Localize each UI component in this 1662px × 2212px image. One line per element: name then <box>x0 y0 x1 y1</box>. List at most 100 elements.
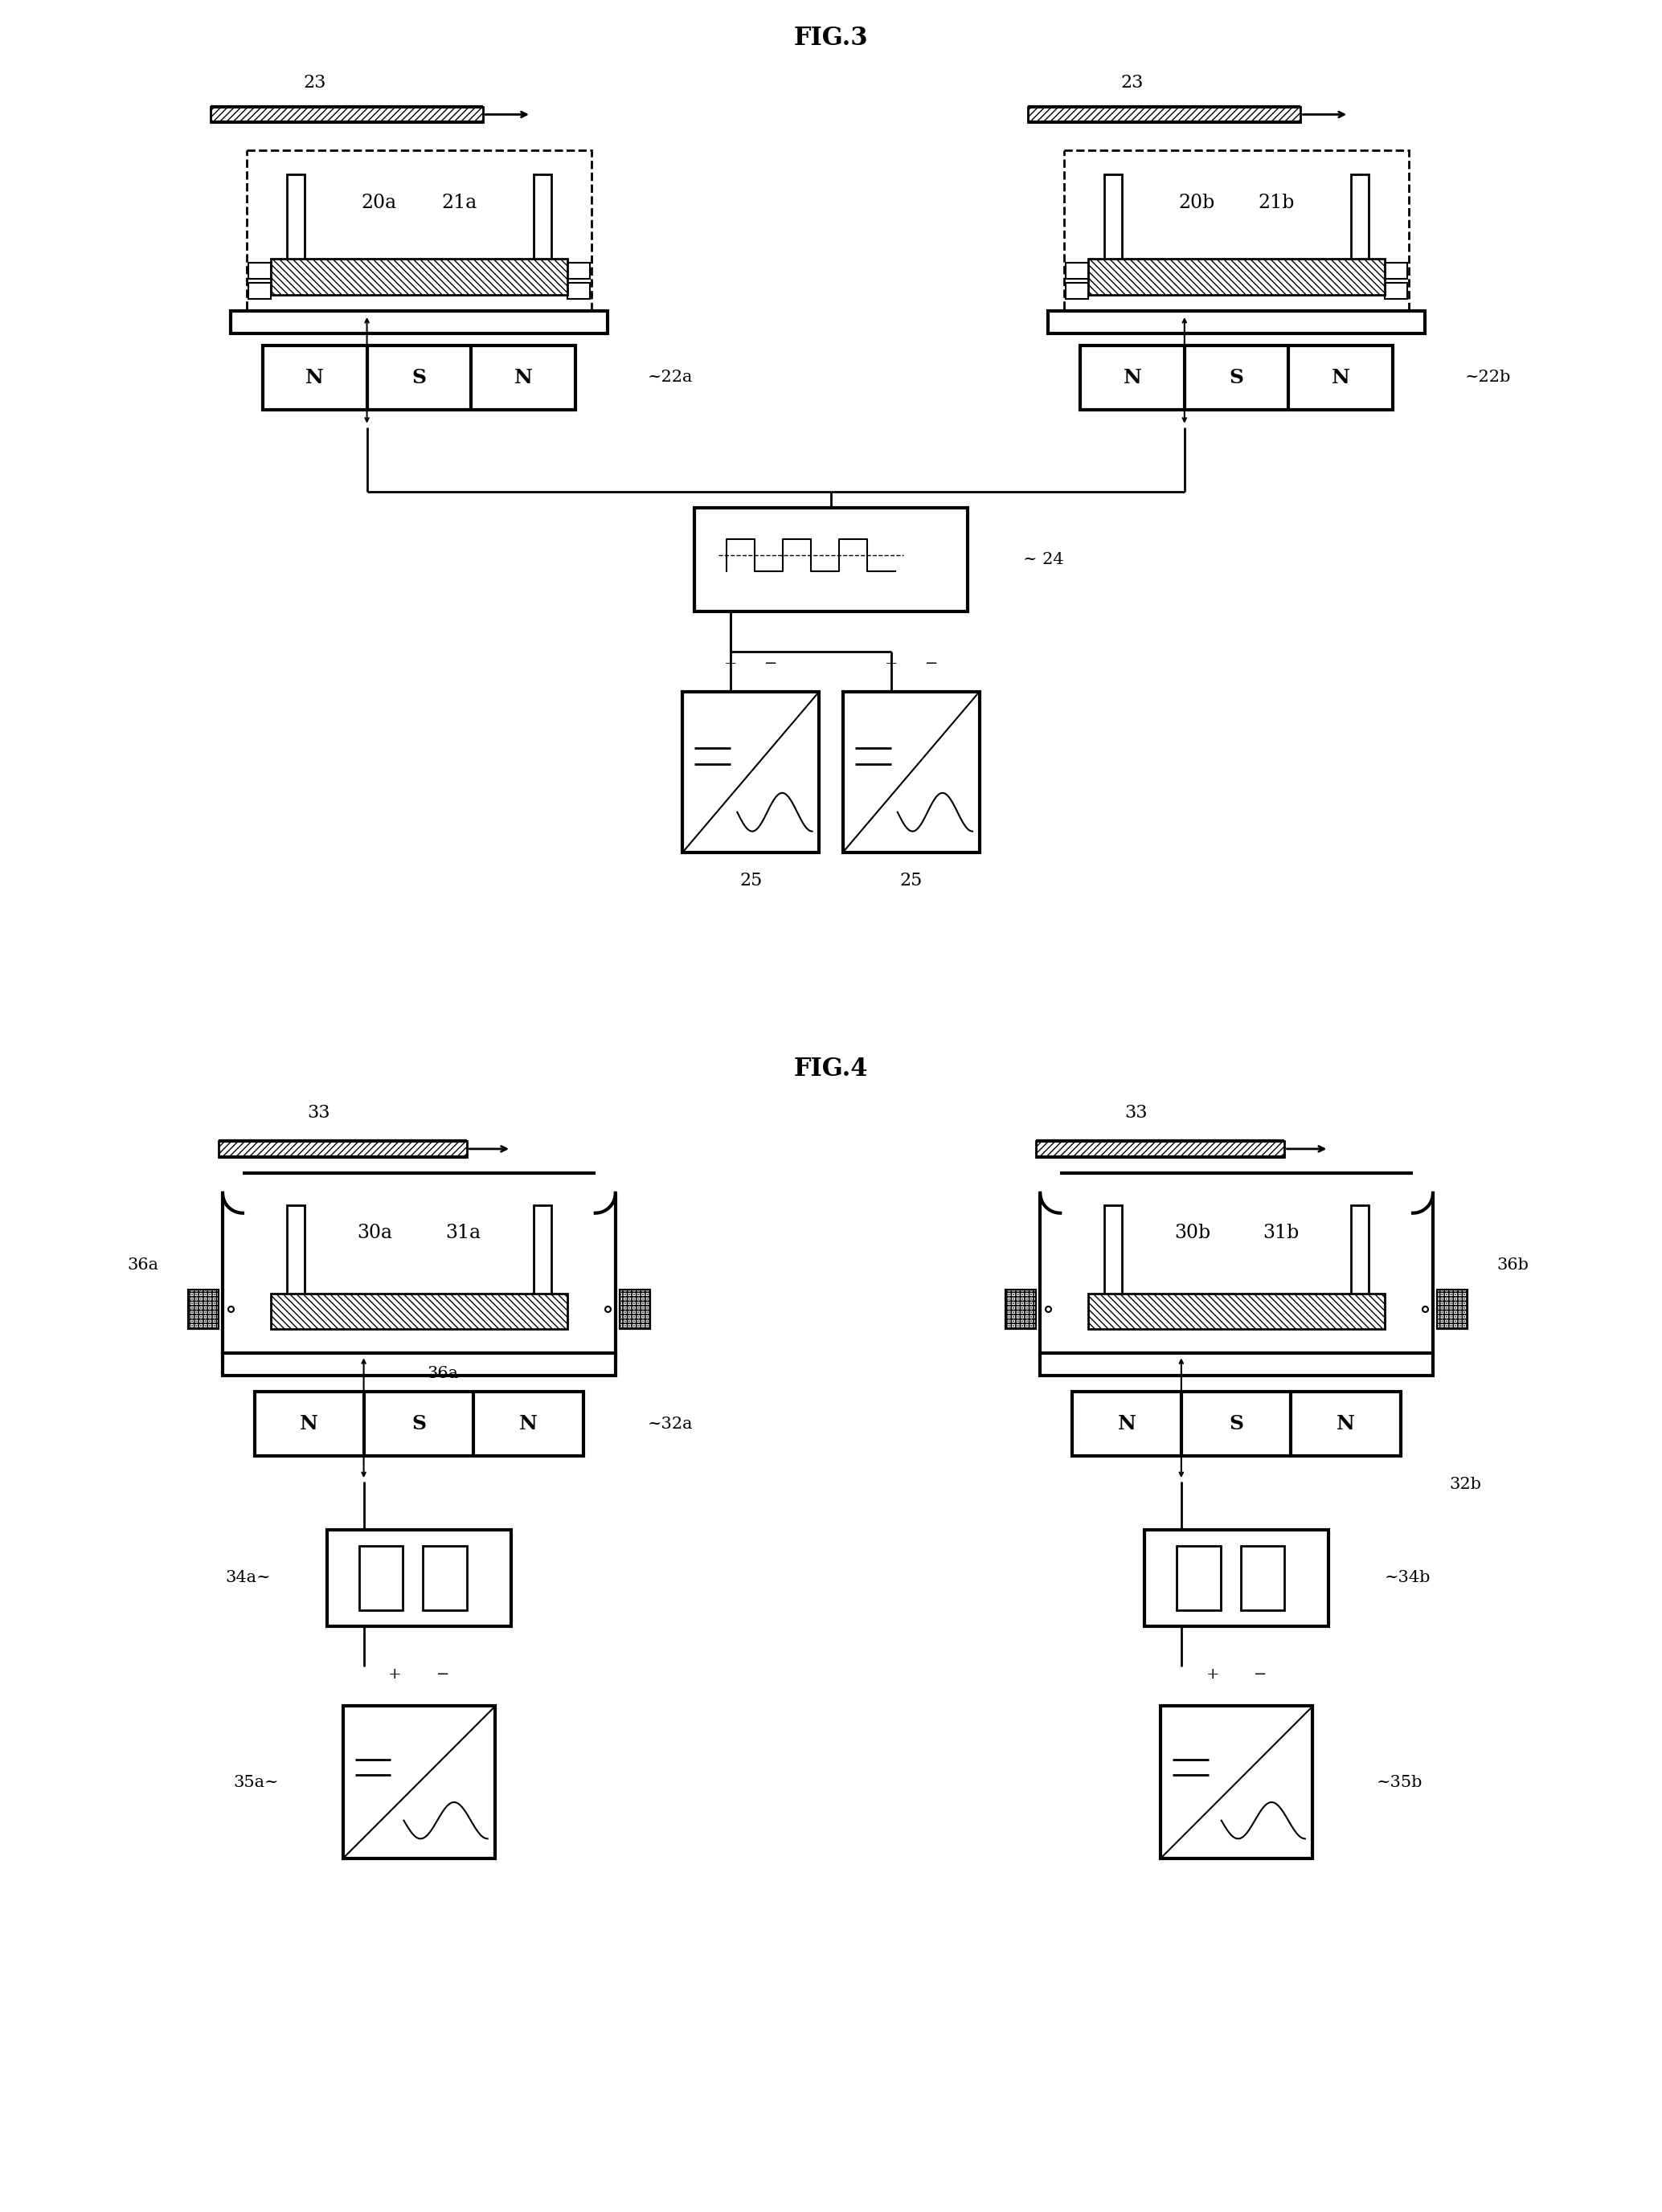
Text: 36a: 36a <box>427 1365 459 1380</box>
Bar <box>271 259 567 294</box>
Text: −: − <box>437 1668 450 1681</box>
Text: S: S <box>412 367 425 387</box>
Text: S: S <box>412 1413 425 1433</box>
Bar <box>534 175 552 279</box>
Bar <box>231 312 607 334</box>
Bar <box>1438 1290 1468 1329</box>
Text: +: + <box>725 657 738 670</box>
Text: N: N <box>1124 367 1142 387</box>
Text: +: + <box>1207 1668 1220 1681</box>
Text: 23: 23 <box>1120 73 1143 91</box>
Bar <box>683 692 819 852</box>
Bar <box>188 1290 219 1329</box>
Bar <box>1351 1206 1369 1310</box>
Bar <box>248 283 271 299</box>
Bar <box>327 1531 512 1626</box>
Text: FIG.3: FIG.3 <box>794 27 868 51</box>
Bar <box>567 263 590 279</box>
Bar <box>620 1290 650 1329</box>
Bar <box>342 1705 495 1858</box>
Text: 30a: 30a <box>357 1223 392 1243</box>
Text: 36a: 36a <box>128 1259 158 1272</box>
Text: 31b: 31b <box>1263 1223 1298 1243</box>
Text: N: N <box>519 1413 537 1433</box>
Bar <box>1104 175 1122 279</box>
Bar <box>1065 283 1089 299</box>
Bar <box>1177 1546 1220 1610</box>
Bar <box>1351 175 1369 279</box>
Text: 35a~: 35a~ <box>233 1774 279 1790</box>
Bar <box>288 1206 304 1310</box>
Bar <box>1240 1546 1285 1610</box>
Bar <box>695 507 967 613</box>
Bar <box>1029 106 1301 122</box>
Text: 34a~: 34a~ <box>226 1571 271 1586</box>
Text: 31a: 31a <box>445 1223 480 1243</box>
Bar <box>620 1290 650 1329</box>
Text: ~ 24: ~ 24 <box>1024 553 1064 566</box>
Bar <box>1040 1354 1433 1376</box>
Text: N: N <box>1117 1413 1135 1433</box>
Text: 21b: 21b <box>1258 192 1295 212</box>
Text: −: − <box>1255 1668 1266 1681</box>
Bar <box>188 1290 219 1329</box>
Bar <box>1006 1290 1035 1329</box>
Bar <box>1035 1141 1285 1157</box>
Text: N: N <box>306 367 324 387</box>
Bar <box>1065 263 1089 279</box>
Bar <box>1080 345 1393 409</box>
Bar <box>223 1354 615 1376</box>
Bar <box>1384 283 1408 299</box>
Text: ~22a: ~22a <box>648 369 693 385</box>
Text: 20a: 20a <box>361 192 397 212</box>
Bar <box>843 692 979 852</box>
Bar <box>1104 1206 1122 1310</box>
Text: +: + <box>884 657 897 670</box>
Bar <box>1089 259 1384 294</box>
Bar <box>1438 1290 1468 1329</box>
Bar <box>219 1141 467 1157</box>
Bar <box>1064 150 1409 312</box>
Text: N: N <box>514 367 532 387</box>
Bar <box>1145 1531 1328 1626</box>
Bar <box>263 345 575 409</box>
Text: N: N <box>1336 1413 1355 1433</box>
Bar <box>567 283 590 299</box>
Text: 25: 25 <box>740 872 763 889</box>
Text: ~32a: ~32a <box>648 1416 693 1431</box>
Bar <box>246 150 592 312</box>
Text: 30b: 30b <box>1175 1223 1210 1243</box>
Text: ~22b: ~22b <box>1464 369 1511 385</box>
Text: 33: 33 <box>1125 1104 1148 1121</box>
Bar <box>271 1294 567 1329</box>
Text: ~34b: ~34b <box>1384 1571 1431 1586</box>
Text: N: N <box>1331 367 1350 387</box>
Text: 36b: 36b <box>1497 1259 1529 1272</box>
Bar <box>1072 1391 1401 1455</box>
Text: 23: 23 <box>304 73 326 91</box>
Bar <box>211 106 484 122</box>
Text: −: − <box>924 657 937 670</box>
Text: FIG.4: FIG.4 <box>794 1057 868 1082</box>
Bar <box>254 1391 583 1455</box>
Text: N: N <box>301 1413 319 1433</box>
Text: 20b: 20b <box>1178 192 1215 212</box>
Bar <box>424 1546 467 1610</box>
Bar <box>534 1206 552 1310</box>
Text: S: S <box>1230 1413 1243 1433</box>
Bar <box>288 175 304 279</box>
Bar <box>359 1546 402 1610</box>
Text: S: S <box>1230 367 1243 387</box>
Text: 33: 33 <box>307 1104 331 1121</box>
Text: 32b: 32b <box>1449 1475 1481 1491</box>
Bar <box>1384 263 1408 279</box>
Text: +: + <box>389 1668 402 1681</box>
Bar <box>1049 312 1424 334</box>
Bar <box>248 263 271 279</box>
Bar <box>1006 1290 1035 1329</box>
Bar <box>1089 1294 1384 1329</box>
Text: ~35b: ~35b <box>1376 1774 1423 1790</box>
Text: −: − <box>765 657 778 670</box>
Text: 21a: 21a <box>442 192 477 212</box>
Text: 25: 25 <box>899 872 922 889</box>
